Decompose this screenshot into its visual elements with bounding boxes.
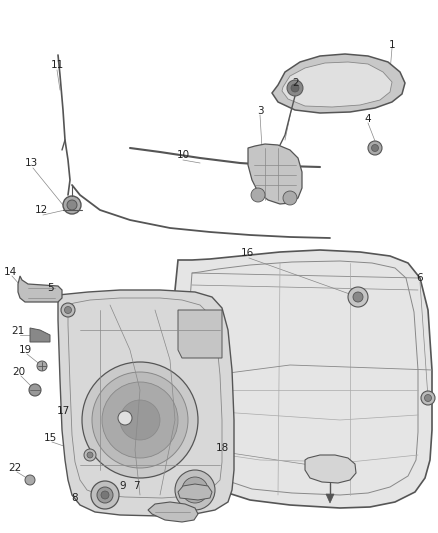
Polygon shape	[282, 62, 392, 107]
Circle shape	[368, 141, 382, 155]
Text: 13: 13	[25, 158, 38, 168]
Text: 9: 9	[120, 481, 126, 491]
Circle shape	[353, 292, 363, 302]
Polygon shape	[30, 328, 50, 342]
Text: 3: 3	[257, 106, 263, 116]
Circle shape	[291, 84, 299, 92]
Circle shape	[102, 382, 178, 458]
Text: 22: 22	[8, 463, 21, 473]
Circle shape	[120, 400, 160, 440]
Circle shape	[424, 394, 431, 401]
Text: 20: 20	[12, 367, 25, 377]
Text: 18: 18	[215, 443, 229, 453]
Polygon shape	[175, 250, 432, 508]
Circle shape	[29, 384, 41, 396]
Polygon shape	[326, 494, 334, 503]
Circle shape	[64, 306, 71, 313]
Circle shape	[61, 303, 75, 317]
Circle shape	[82, 362, 198, 478]
Text: 11: 11	[50, 60, 64, 70]
Text: 15: 15	[43, 433, 57, 443]
Polygon shape	[248, 144, 302, 204]
Circle shape	[371, 144, 378, 151]
Circle shape	[287, 80, 303, 96]
Circle shape	[91, 481, 119, 509]
Text: 1: 1	[389, 40, 396, 50]
Text: 7: 7	[133, 481, 139, 491]
Polygon shape	[178, 484, 212, 500]
Text: 6: 6	[417, 273, 423, 283]
Circle shape	[101, 491, 109, 499]
Text: 21: 21	[11, 326, 25, 336]
Polygon shape	[58, 290, 234, 516]
Circle shape	[251, 188, 265, 202]
Circle shape	[92, 372, 188, 468]
Polygon shape	[148, 502, 198, 522]
Circle shape	[348, 287, 368, 307]
Circle shape	[283, 191, 297, 205]
Circle shape	[25, 475, 35, 485]
Circle shape	[421, 391, 435, 405]
Text: 5: 5	[47, 283, 53, 293]
Text: 16: 16	[240, 248, 254, 258]
Circle shape	[84, 449, 96, 461]
Polygon shape	[178, 310, 222, 358]
Text: 4: 4	[365, 114, 371, 124]
Circle shape	[87, 452, 93, 458]
Text: 14: 14	[4, 267, 17, 277]
Text: 12: 12	[34, 205, 48, 215]
Text: 19: 19	[18, 345, 32, 355]
Circle shape	[67, 200, 77, 210]
Polygon shape	[18, 276, 62, 302]
Circle shape	[63, 196, 81, 214]
Text: 8: 8	[72, 493, 78, 503]
Circle shape	[175, 470, 215, 510]
Circle shape	[118, 411, 132, 425]
Circle shape	[97, 487, 113, 503]
Text: 17: 17	[57, 406, 70, 416]
Text: 2: 2	[293, 78, 299, 88]
Text: 10: 10	[177, 150, 190, 160]
Polygon shape	[305, 455, 356, 483]
Circle shape	[37, 361, 47, 371]
Polygon shape	[272, 54, 405, 113]
Circle shape	[182, 477, 208, 503]
